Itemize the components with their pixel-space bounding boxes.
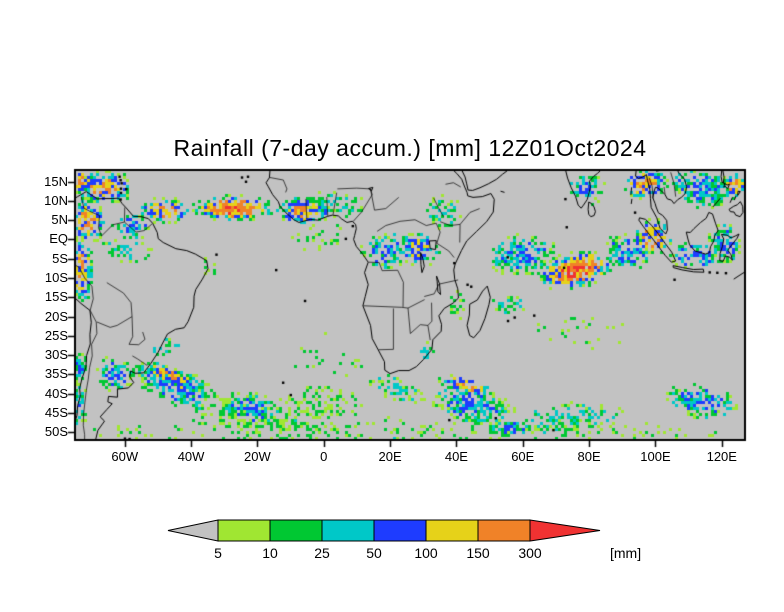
colorbar-below-arrow xyxy=(167,519,219,542)
lat-tick-label: 45S xyxy=(44,405,68,420)
colorbar-bin xyxy=(217,519,271,542)
lat-tick-label: 15N xyxy=(44,173,68,189)
lat-tick-label: 25S xyxy=(44,327,68,343)
lat-tick-label: 10S xyxy=(44,270,68,285)
lat-tick-label: 10N xyxy=(44,192,68,208)
lon-tick-label: 100E xyxy=(640,449,671,464)
chart-title: Rainfall (7-day accum.) [mm] 12Z01Oct202… xyxy=(173,135,647,161)
lon-tick-label: 120E xyxy=(706,449,737,464)
colorbar-threshold-label: 100 xyxy=(414,545,438,561)
colorbar-bin xyxy=(425,519,479,542)
lat-tick-label: 5N xyxy=(51,212,68,228)
lat-tick-label: 15S xyxy=(44,289,68,305)
lon-tick-label: 20E xyxy=(378,449,402,464)
colorbar-bin xyxy=(373,519,427,542)
lon-tick-label: 40E xyxy=(444,449,468,464)
lon-tick-label: 60E xyxy=(511,449,535,464)
lat-tick-label: 50S xyxy=(44,424,68,440)
colorbar-units-label: [mm] xyxy=(610,545,641,561)
colorbar-threshold-label: 10 xyxy=(262,545,278,561)
colorbar-bin xyxy=(477,519,531,542)
colorbar-threshold-label: 50 xyxy=(366,545,382,561)
lon-tick-label: 80E xyxy=(577,449,601,464)
lon-tick-label: 40W xyxy=(177,449,205,464)
lon-tick-label: 60W xyxy=(111,449,139,464)
lat-tick-label: EQ xyxy=(49,231,68,247)
lat-tick-label: 5S xyxy=(52,250,68,266)
lon-tick-label: 0 xyxy=(320,449,328,464)
colorbar-legend: 5 10 25 50 100 150 300 [mm] xyxy=(167,519,641,561)
colorbar-threshold-label: 25 xyxy=(314,545,330,561)
lat-tick-label: 20S xyxy=(44,308,68,324)
colorbar-threshold-label: 150 xyxy=(466,545,490,561)
lat-tick-label: 30S xyxy=(44,347,68,363)
colorbar-threshold-label: 300 xyxy=(518,545,542,561)
lat-tick-label: 40S xyxy=(44,385,68,401)
colorbar-bin xyxy=(321,519,375,542)
lat-tick-label: 35S xyxy=(44,366,68,382)
colorbar-bin xyxy=(269,519,323,542)
colorbar-above-arrow xyxy=(529,519,601,542)
colorbar-threshold-label: 5 xyxy=(214,545,222,561)
lon-tick-label: 20W xyxy=(244,449,271,464)
